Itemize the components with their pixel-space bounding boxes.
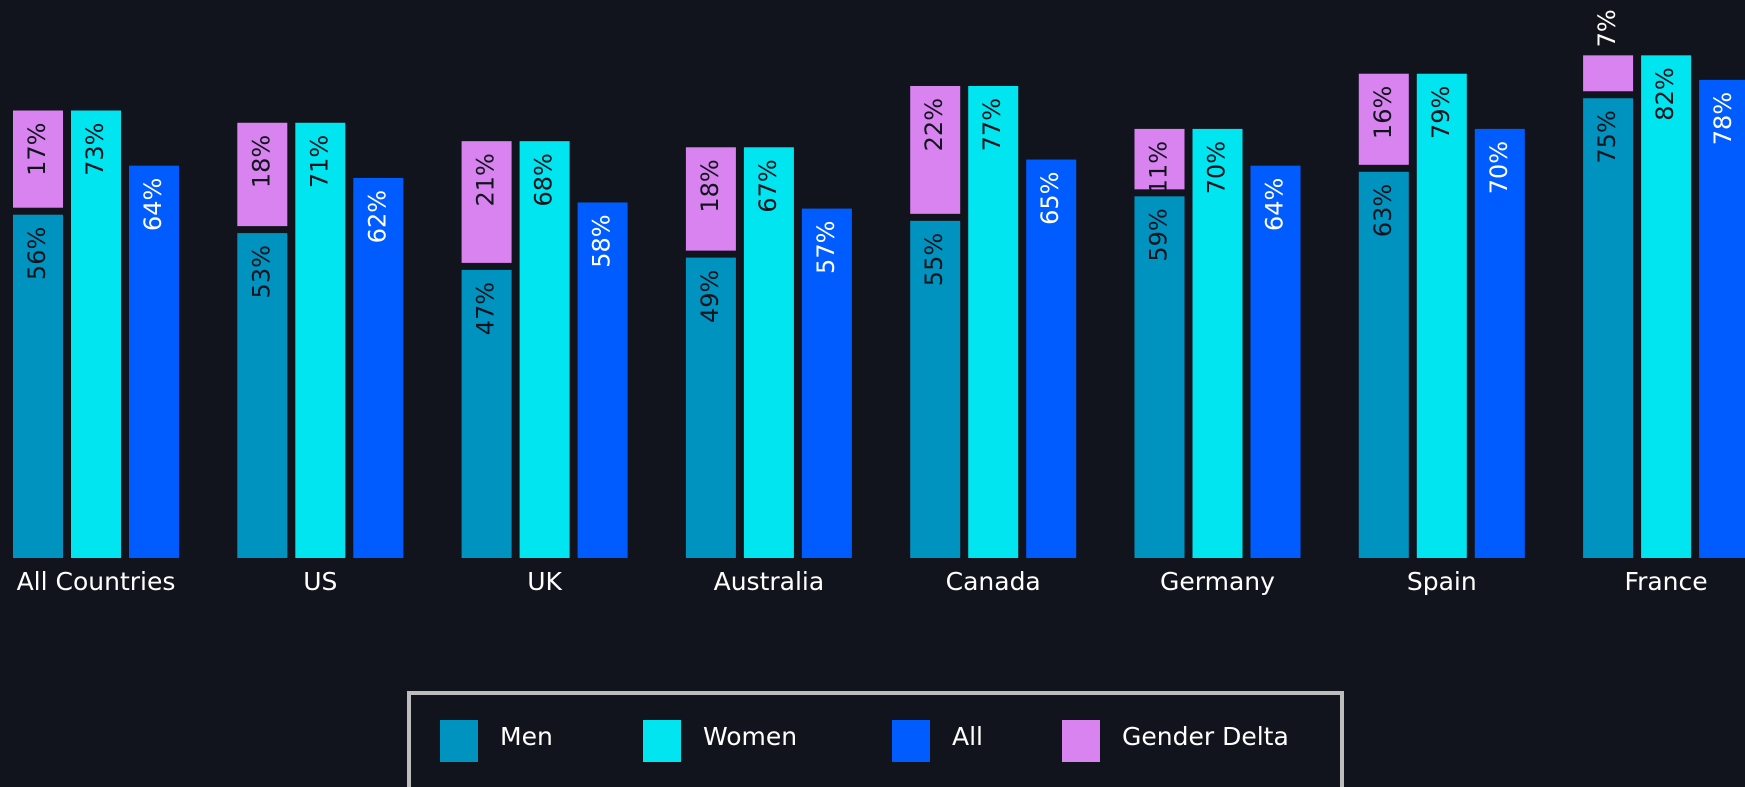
- bar: [1134, 196, 1185, 558]
- value-label: 75%: [1593, 110, 1621, 163]
- bar: [13, 214, 63, 558]
- x-tick-label: All Countries: [17, 567, 176, 596]
- bar: [1192, 128, 1243, 558]
- bar: [1416, 73, 1467, 558]
- bar-segment: [1134, 128, 1185, 190]
- legend-label: Men: [500, 722, 553, 751]
- value-label: 63%: [1369, 184, 1397, 237]
- x-tick-label: Germany: [1160, 567, 1275, 596]
- legend-swatch: [892, 720, 930, 762]
- value-label: 16%: [1369, 86, 1397, 139]
- legend-box: [407, 691, 1344, 787]
- value-label: 67%: [754, 159, 782, 212]
- value-label: 64%: [1261, 178, 1289, 231]
- value-label: 70%: [1203, 141, 1231, 194]
- bar: [71, 110, 121, 558]
- legend-label: Gender Delta: [1122, 722, 1289, 751]
- legend-swatch: [1062, 720, 1100, 762]
- value-label: 58%: [588, 214, 616, 267]
- value-label: 55%: [920, 233, 948, 286]
- value-label: 70%: [1485, 141, 1513, 194]
- bar: [577, 202, 628, 558]
- x-tick-label: US: [303, 567, 337, 596]
- bar: [1474, 128, 1525, 558]
- legend-swatch: [440, 720, 478, 762]
- legend-label: Women: [703, 722, 797, 751]
- value-label: 7%: [1593, 9, 1621, 47]
- value-label: 65%: [1036, 172, 1064, 225]
- bar: [461, 269, 512, 558]
- value-label: 22%: [920, 98, 948, 151]
- value-label: 17%: [23, 123, 51, 176]
- value-label: 59%: [1145, 208, 1173, 261]
- value-label: 18%: [247, 135, 275, 188]
- value-label: 77%: [978, 98, 1006, 151]
- value-label: 49%: [696, 270, 724, 323]
- bar-segment: [461, 141, 512, 263]
- bar: [1699, 79, 1745, 559]
- value-label: 82%: [1651, 67, 1679, 120]
- bar-segment: [13, 110, 63, 208]
- x-tick-label: Spain: [1407, 567, 1477, 596]
- bar: [685, 257, 736, 558]
- value-label: 64%: [139, 178, 167, 231]
- bar-segment: [1358, 73, 1409, 165]
- x-tick-label: Australia: [714, 567, 825, 596]
- legend-swatch: [643, 720, 681, 762]
- bar-segment: [910, 85, 961, 214]
- bar: [1358, 171, 1409, 558]
- bar: [237, 233, 288, 559]
- value-label: 71%: [305, 135, 333, 188]
- value-label: 62%: [363, 190, 391, 243]
- bar: [129, 165, 179, 558]
- value-label: 11%: [1145, 141, 1173, 194]
- x-tick-label: Canada: [946, 567, 1041, 596]
- bar: [353, 177, 404, 558]
- bar: [1026, 159, 1077, 559]
- bar: [1583, 98, 1634, 558]
- bar: [519, 141, 570, 558]
- value-label: 47%: [472, 282, 500, 335]
- value-label: 53%: [247, 245, 275, 298]
- bar-segment: [1583, 55, 1634, 92]
- value-label: 21%: [472, 153, 500, 206]
- bar: [1641, 55, 1692, 559]
- bar: [295, 122, 346, 559]
- value-label: 78%: [1709, 92, 1737, 145]
- value-label: 57%: [812, 221, 840, 274]
- value-label: 79%: [1427, 86, 1455, 139]
- x-tick-label: UK: [527, 567, 562, 596]
- value-label: 68%: [530, 153, 558, 206]
- value-label: 18%: [696, 159, 724, 212]
- bar-segment: [237, 122, 288, 227]
- bar: [801, 208, 852, 558]
- value-label: 73%: [81, 123, 109, 176]
- value-label: 56%: [23, 227, 51, 280]
- x-tick-label: France: [1625, 567, 1708, 596]
- bar: [910, 220, 961, 558]
- bar: [1250, 165, 1301, 558]
- bar: [968, 85, 1019, 559]
- bar: [743, 147, 794, 559]
- bar-segment: [685, 147, 736, 251]
- legend-label: All: [952, 722, 983, 751]
